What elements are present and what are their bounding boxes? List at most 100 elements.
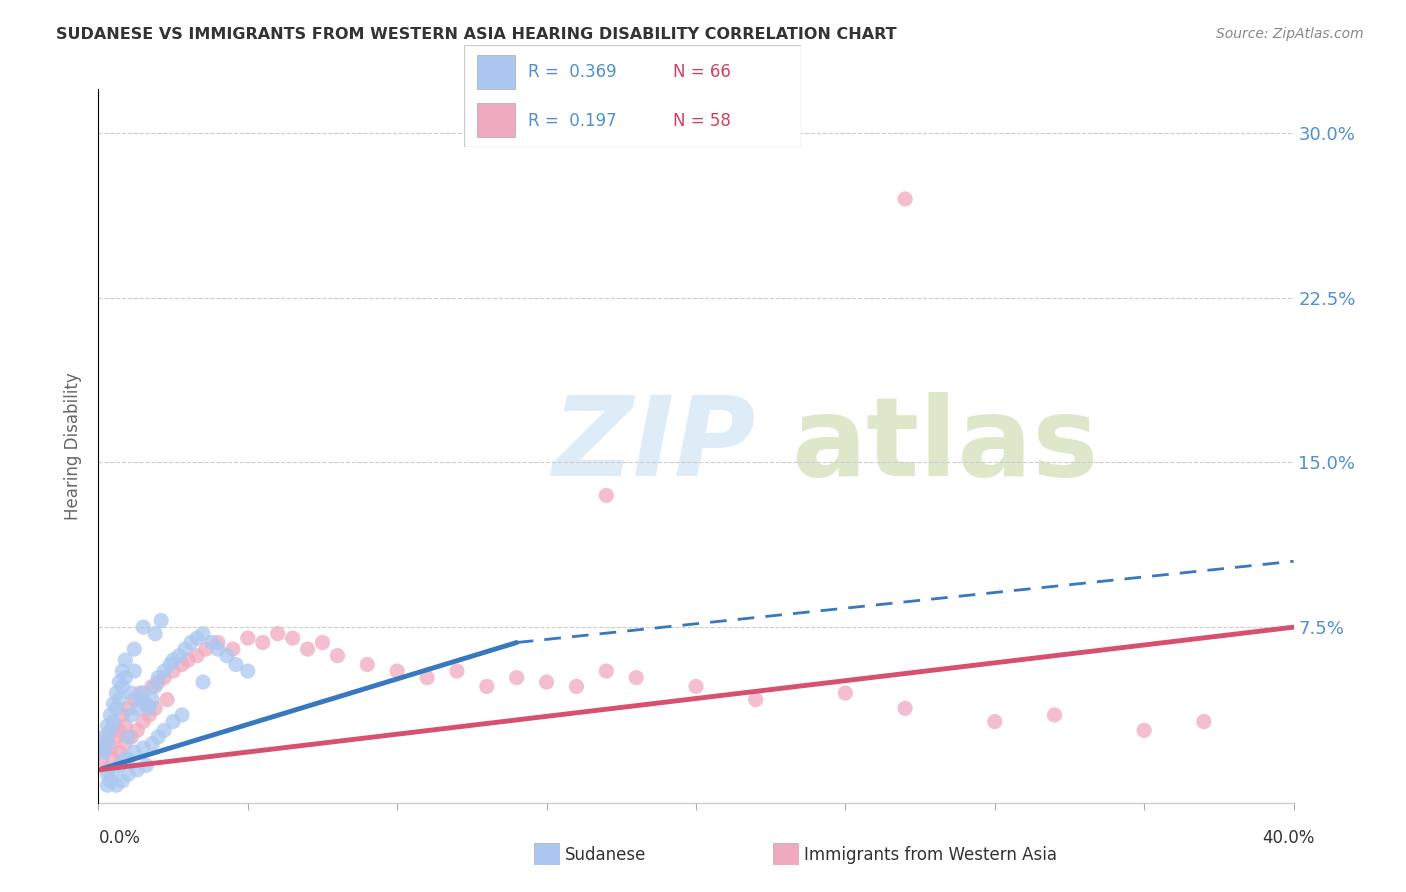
- Point: [225, 657, 247, 672]
- Point: [100, 740, 122, 755]
- Point: [356, 657, 378, 672]
- Point: [167, 648, 190, 663]
- Point: [475, 680, 498, 694]
- Point: [143, 680, 166, 694]
- Point: [117, 730, 139, 744]
- Point: [108, 692, 131, 706]
- Point: [162, 714, 184, 729]
- Point: [93, 740, 115, 755]
- Point: [124, 642, 146, 657]
- Text: Sudanese: Sudanese: [565, 846, 647, 863]
- Point: [96, 763, 118, 777]
- Point: [96, 778, 118, 792]
- Point: [416, 671, 439, 685]
- Point: [132, 620, 155, 634]
- Point: [93, 745, 115, 759]
- Point: [141, 692, 163, 706]
- Point: [127, 763, 149, 777]
- Point: [111, 680, 134, 694]
- Point: [685, 680, 707, 694]
- Text: R =  0.369: R = 0.369: [529, 63, 617, 81]
- Point: [90, 740, 112, 755]
- Text: Source: ZipAtlas.com: Source: ZipAtlas.com: [1216, 27, 1364, 41]
- Point: [148, 730, 170, 744]
- Point: [252, 635, 274, 649]
- Point: [135, 697, 157, 711]
- Point: [132, 714, 155, 729]
- Text: SUDANESE VS IMMIGRANTS FROM WESTERN ASIA HEARING DISABILITY CORRELATION CHART: SUDANESE VS IMMIGRANTS FROM WESTERN ASIA…: [56, 27, 897, 42]
- Point: [1043, 708, 1066, 723]
- Point: [129, 692, 152, 706]
- Point: [141, 737, 163, 751]
- Text: N = 66: N = 66: [673, 63, 731, 81]
- Point: [96, 719, 118, 733]
- Point: [215, 648, 238, 663]
- Point: [124, 692, 146, 706]
- Point: [124, 745, 146, 759]
- Point: [207, 635, 229, 649]
- Point: [108, 675, 131, 690]
- Point: [105, 701, 128, 715]
- Point: [236, 631, 259, 645]
- Point: [150, 614, 173, 628]
- Point: [111, 708, 134, 723]
- Point: [141, 680, 163, 694]
- Point: [103, 719, 125, 733]
- Point: [135, 697, 157, 711]
- Point: [105, 730, 128, 744]
- Point: [143, 626, 166, 640]
- Point: [191, 626, 214, 640]
- Point: [506, 671, 529, 685]
- Point: [148, 675, 170, 690]
- Point: [191, 675, 214, 690]
- Text: 0.0%: 0.0%: [98, 829, 141, 847]
- Point: [93, 730, 115, 744]
- Point: [834, 686, 856, 700]
- Point: [132, 686, 155, 700]
- Point: [311, 635, 333, 649]
- Point: [174, 642, 197, 657]
- Point: [138, 701, 160, 715]
- Point: [111, 773, 134, 788]
- Point: [162, 653, 184, 667]
- Bar: [478, 55, 515, 88]
- Text: 40.0%: 40.0%: [1263, 829, 1315, 847]
- Point: [117, 752, 139, 766]
- Point: [222, 642, 245, 657]
- Point: [103, 697, 125, 711]
- Point: [172, 708, 194, 723]
- Point: [153, 664, 176, 678]
- Point: [984, 714, 1007, 729]
- Point: [156, 692, 179, 706]
- Point: [117, 701, 139, 715]
- Point: [236, 664, 259, 678]
- Point: [536, 675, 558, 690]
- Point: [105, 686, 128, 700]
- Point: [129, 686, 152, 700]
- Point: [745, 692, 768, 706]
- Point: [114, 719, 136, 733]
- Point: [124, 664, 146, 678]
- Point: [385, 664, 409, 678]
- Bar: [478, 103, 515, 137]
- Point: [565, 680, 588, 694]
- Text: atlas: atlas: [792, 392, 1099, 500]
- Point: [120, 730, 142, 744]
- Point: [153, 723, 176, 738]
- Point: [96, 737, 118, 751]
- Point: [120, 708, 142, 723]
- Point: [108, 758, 131, 772]
- Point: [100, 773, 122, 788]
- Point: [186, 631, 208, 645]
- Point: [108, 723, 131, 738]
- Point: [120, 686, 142, 700]
- Point: [894, 701, 917, 715]
- Point: [111, 664, 134, 678]
- Point: [180, 635, 202, 649]
- Point: [127, 701, 149, 715]
- Point: [138, 708, 160, 723]
- Point: [143, 701, 166, 715]
- Point: [96, 730, 118, 744]
- Point: [135, 758, 157, 772]
- FancyBboxPatch shape: [464, 45, 801, 147]
